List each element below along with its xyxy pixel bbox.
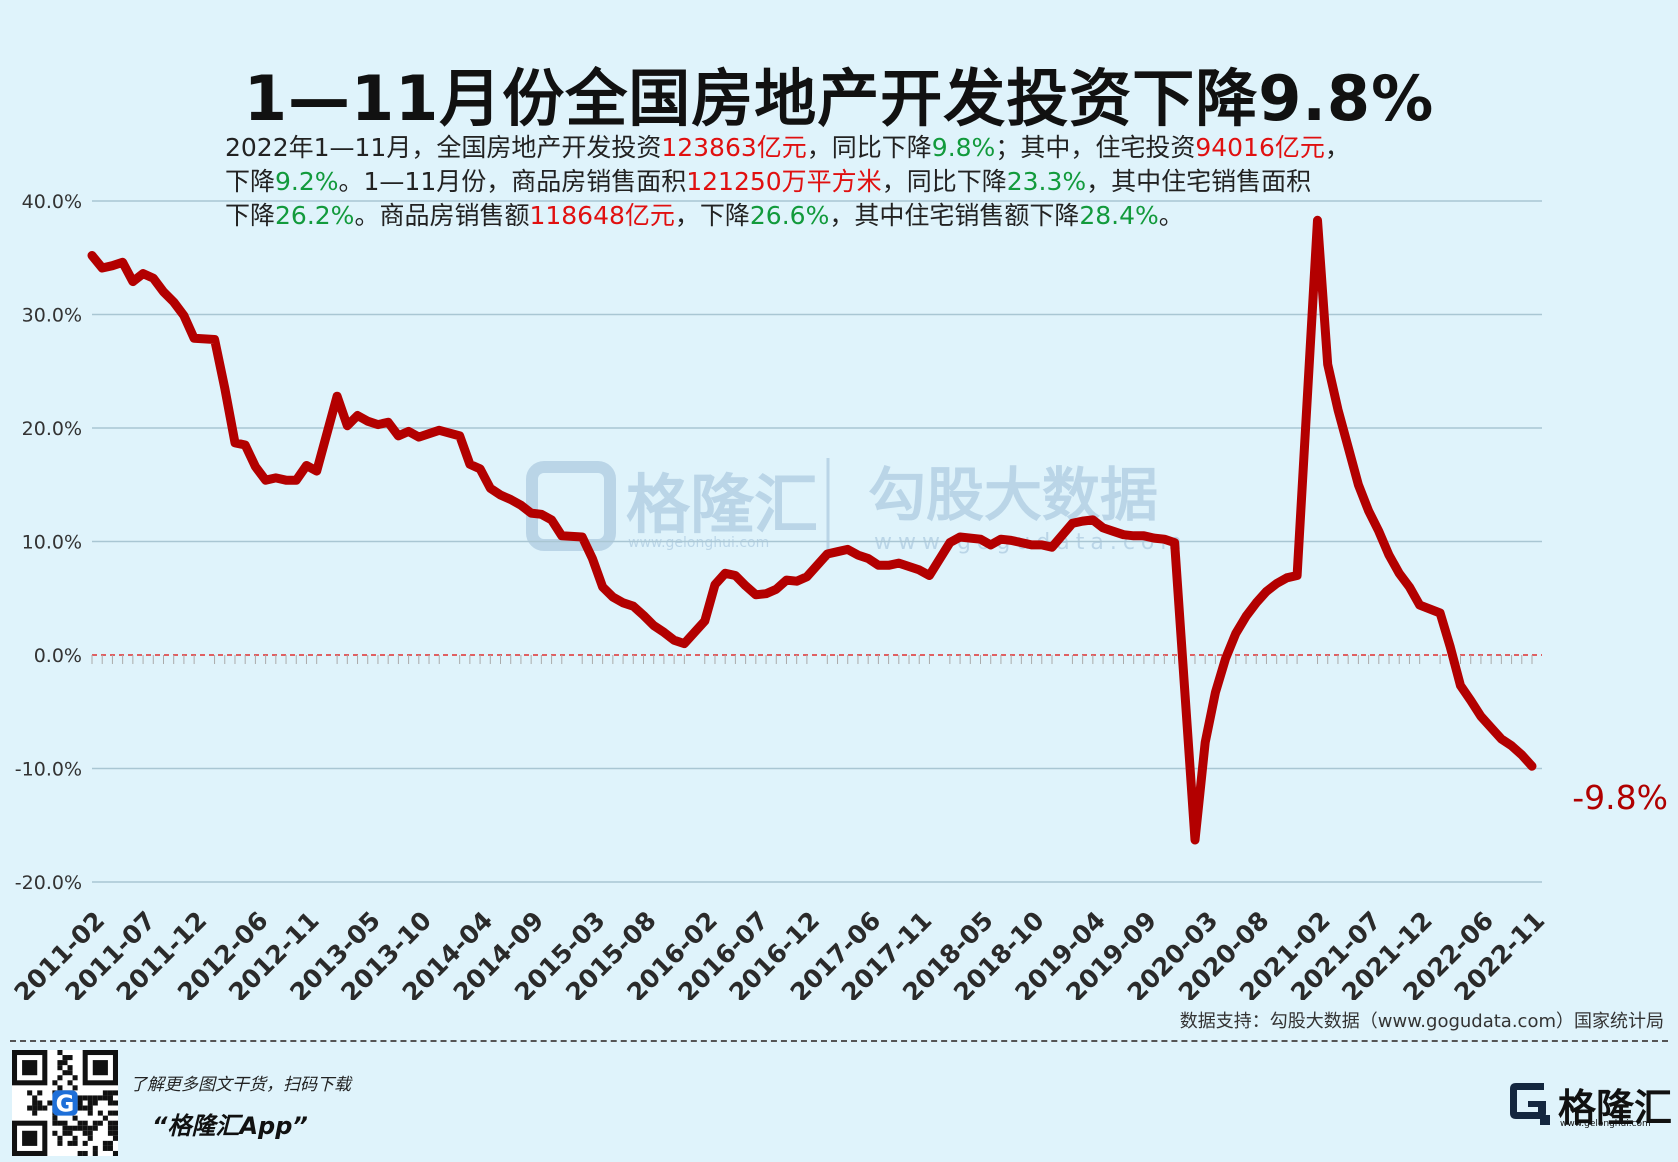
summary-line3-segment: 26.2%	[275, 201, 355, 230]
watermark-data-brand: 勾股大数据	[868, 461, 1158, 529]
y-tick-label: 40.0%	[22, 191, 82, 213]
brand-logo-url: www.gelonghui.com	[1560, 1119, 1651, 1129]
brand-logo: 格隆汇 www.gelonghui.com	[1504, 1075, 1672, 1130]
summary-line-1: 2022年1—11月，全国房地产开发投资123863亿元，同比下降9.8%；其中…	[225, 131, 1525, 165]
brand-logo-text: 格隆汇	[1558, 1086, 1673, 1130]
qr-code-icon: G	[12, 1050, 118, 1156]
footer-divider	[10, 1040, 1668, 1042]
summary-line2-segment: ，同比下降	[881, 167, 1007, 196]
summary-line2-segment: 。1—11月份，商品房销售面积	[338, 167, 687, 196]
summary-line1-segment: 9.8%	[931, 133, 996, 162]
summary-line2-segment: 23.3%	[1006, 167, 1087, 196]
summary-line1-segment: ；其中，住宅投资	[995, 133, 1196, 162]
y-tick-label: 10.0%	[22, 532, 82, 554]
y-axis: 40.0% 30.0% 20.0% 10.0% 0.0% -10.0% -20.0%	[15, 191, 82, 894]
y-tick-label: -20.0%	[15, 872, 82, 894]
watermark-brand: 格隆汇	[626, 469, 818, 543]
source-note: 数据支持：勾股大数据（www.gogudata.com）国家统计局	[1179, 1011, 1664, 1032]
svg-text:G: G	[56, 1092, 75, 1118]
summary-text: 2022年1—11月，全国房地产开发投资123863亿元，同比下降9.8%；其中…	[225, 131, 1525, 233]
summary-line3-segment: 26.6%	[749, 201, 830, 230]
summary-line2-segment: 下降	[225, 167, 276, 196]
line-chart: 格隆汇 www.gelonghui.com 勾股大数据 www.gogudata…	[9, 191, 1668, 1000]
y-tick-label: 30.0%	[22, 305, 82, 327]
summary-line3-segment: 。商品房销售额	[354, 201, 530, 230]
summary-line3-segment: 28.4%	[1079, 201, 1159, 230]
watermark-brand-url: www.gelonghui.com	[628, 535, 769, 551]
summary-line1-segment: ，同比下降	[806, 133, 932, 162]
series-line	[87, 215, 1537, 845]
plot-area: -9.8%	[87, 215, 1668, 845]
summary-line1-segment: ，	[1324, 133, 1350, 162]
chart-title: 1—11月份全国房地产开发投资下降9.8%	[243, 62, 1435, 135]
summary-line2-segment: 121250万平方米	[686, 167, 882, 196]
summary-line1-segment: 123863亿元	[661, 133, 807, 162]
summary-line3-segment: 。	[1158, 201, 1184, 230]
promo-text: 了解更多图文干货，扫码下载	[130, 1075, 351, 1095]
summary-line3-segment: ，其中住宅销售额下降	[829, 201, 1080, 230]
summary-line-2: 下降9.2%。1—11月份，商品房销售面积121250万平方米，同比下降23.3…	[225, 165, 1525, 199]
y-tick-label: 0.0%	[34, 645, 82, 667]
brand-logo-icon	[1510, 1083, 1550, 1125]
summary-line1-segment: 2022年1—11月，全国房地产开发投资	[225, 133, 662, 162]
app-name: “格隆汇App”	[152, 1112, 308, 1140]
end-value-label: -9.8%	[1572, 778, 1668, 817]
y-tick-label: 20.0%	[22, 418, 82, 440]
summary-line2-segment: ，其中住宅销售面积	[1086, 167, 1312, 196]
x-axis: 2011-022011-072011-122012-062012-112013-…	[9, 655, 1550, 1000]
watermark: 格隆汇 www.gelonghui.com 勾股大数据 www.gogudata…	[526, 458, 1182, 560]
summary-line3-segment: ，下降	[674, 201, 750, 230]
summary-line-3: 下降26.2%。商品房销售额118648亿元，下降26.6%，其中住宅销售额下降…	[225, 199, 1525, 233]
summary-line1-segment: 94016亿元	[1195, 133, 1325, 162]
y-tick-label: -10.0%	[15, 759, 82, 781]
summary-line2-segment: 9.2%	[275, 167, 339, 196]
summary-line3-segment: 118648亿元	[529, 201, 675, 230]
watermark-logo-icon	[526, 461, 616, 551]
summary-line3-segment: 下降	[225, 201, 276, 230]
